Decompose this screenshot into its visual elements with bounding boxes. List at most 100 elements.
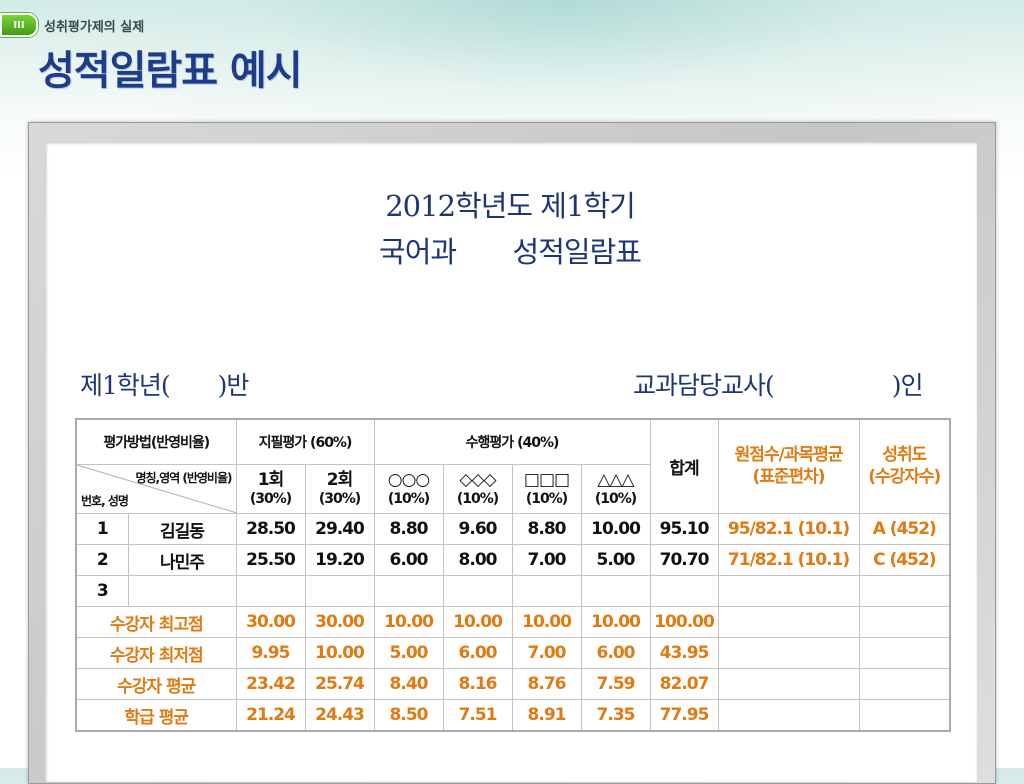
summary-value: 8.40 [373, 668, 444, 700]
empty-cell [717, 637, 860, 669]
achievement-header-l2: (수강자수) [868, 466, 941, 487]
summary-value: 6.00 [442, 637, 513, 669]
column-header-5: □□□ (10%) [511, 464, 582, 514]
achievement-header: 성취도 (수강자수) [858, 418, 951, 514]
student-name [127, 575, 237, 607]
score-cell [304, 575, 375, 607]
section-badge: III [0, 13, 38, 37]
summary-value: 6.00 [580, 637, 651, 669]
summary-value: 30.00 [235, 606, 306, 638]
summary-value: 8.76 [511, 668, 582, 700]
teacher-right: )인 [891, 371, 924, 400]
score-cell: 8.00 [442, 544, 513, 576]
column-name: ○○○ [387, 469, 431, 490]
diag-bottom-label: 번호, 성명 [81, 494, 129, 508]
empty-cell [717, 668, 860, 700]
header-row-1: 평가방법(반영비율) 지필평가 (60%) 수행평가 (40%) 합계 원점수/… [75, 418, 951, 514]
summary-row: 학급 평균 21.24 24.43 8.50 7.51 8.91 7.35 77.95 [75, 699, 951, 732]
summary-value: 77.95 [649, 699, 719, 732]
column-name: 1회 [257, 469, 284, 490]
score-cell: 5.00 [580, 544, 651, 576]
summary-value: 82.07 [649, 668, 719, 700]
column-ratio: (30%) [249, 490, 292, 507]
page-title: 성적일람표 예시 [38, 48, 303, 94]
report-name: 성적일람표 [512, 235, 642, 269]
written-header: 지필평가 (60%) [235, 418, 375, 465]
column-name: 2회 [326, 469, 353, 490]
summary-value: 7.35 [580, 699, 651, 732]
teacher-line: 교과담당교사( )인 [633, 366, 924, 402]
summary-value: 23.42 [235, 668, 306, 700]
summary-value: 9.95 [235, 637, 306, 669]
student-name: 나민주 [127, 544, 237, 576]
summary-value: 10.00 [511, 606, 582, 638]
score-cell: 28.50 [235, 513, 306, 545]
score-cell: 9.60 [442, 513, 513, 545]
section-label: 성취평가제의 실제 [44, 19, 145, 35]
column-ratio: (10%) [387, 490, 430, 507]
summary-value: 100.00 [649, 606, 719, 638]
column-ratio: (10%) [456, 490, 499, 507]
summary-value: 25.74 [304, 668, 375, 700]
column-header-4: ◇◇◇ (10%) [442, 464, 513, 514]
grade-class-left: 제1학년( [80, 371, 171, 400]
summary-value: 43.95 [649, 637, 719, 669]
raw-score-cell: 95/82.1 (10.1) [717, 513, 860, 545]
summary-value: 21.24 [235, 699, 306, 732]
summary-label: 수강자 최저점 [75, 637, 237, 669]
column-ratio: (30%) [318, 490, 361, 507]
diagonal-line [77, 465, 235, 513]
score-cell: 10.00 [580, 513, 651, 545]
score-cell: 25.50 [235, 544, 306, 576]
teacher-left: 교과담당교사( [633, 371, 775, 400]
summary-value: 10.00 [304, 637, 375, 669]
student-row: 1 김길동 28.50 29.40 8.80 9.60 8.80 10.00 95.10 95/8… [75, 513, 951, 545]
summary-row: 수강자 최저점 9.95 10.00 5.00 6.00 7.00 6.00 43.95 [75, 637, 951, 669]
score-cell: 7.00 [511, 544, 582, 576]
score-cell: 8.80 [511, 513, 582, 545]
student-name: 김길동 [127, 513, 237, 545]
raw-score-header: 원점수/과목평균 (표준편차) [717, 418, 860, 514]
raw-score-header-l1: 원점수/과목평균 [734, 445, 844, 466]
score-cell: 6.00 [373, 544, 444, 576]
total-cell [649, 575, 719, 607]
empty-cell [858, 668, 951, 700]
subject-name: 국어과 [379, 235, 457, 269]
grade-table: 평가방법(반영비율) 지필평가 (60%) 수행평가 (40%) 합계 원점수/… [75, 418, 952, 732]
header-row-2: 명칭,영역 (반영비율) 번호, 성명 1회 (30%) 2회 (30%) ○○○ (10… [75, 464, 950, 514]
score-cell [580, 575, 651, 607]
column-header-6: △△△ (10%) [580, 464, 651, 514]
total-cell: 95.10 [649, 513, 719, 545]
score-cell: 19.20 [304, 544, 375, 576]
summary-value: 24.43 [304, 699, 375, 732]
student-number: 2 [75, 544, 129, 576]
column-ratio: (10%) [594, 490, 637, 507]
summary-row: 수강자 최고점 30.00 30.00 10.00 10.00 10.00 10.00 100… [75, 606, 951, 638]
empty-cell [717, 606, 860, 638]
document-title-subject: 국어과 성적일람표 [0, 229, 1022, 271]
achievement-cell [858, 575, 951, 607]
summary-value: 8.16 [442, 668, 513, 700]
summary-value: 30.00 [304, 606, 375, 638]
column-header-1: 1회 (30%) [235, 464, 306, 514]
summary-value: 5.00 [373, 637, 444, 669]
raw-score-header-l2: (표준편차) [752, 466, 825, 487]
student-number: 1 [75, 513, 129, 545]
method-header: 평가방법(반영비율) [75, 418, 237, 465]
empty-cell [717, 699, 860, 732]
student-number: 3 [75, 575, 129, 607]
score-cell [442, 575, 513, 607]
summary-value: 8.50 [373, 699, 444, 732]
column-name: ◇◇◇ [459, 469, 496, 490]
document-title-term: 2012학년도 제1학기 [385, 189, 636, 223]
grade-class-right: )반 [217, 371, 250, 400]
summary-value: 10.00 [373, 606, 444, 638]
column-ratio: (10%) [525, 490, 568, 507]
diagonal-header-cell: 명칭,영역 (반영비율) 번호, 성명 [75, 464, 237, 514]
summary-label: 수강자 평균 [75, 668, 237, 700]
summary-value: 7.00 [511, 637, 582, 669]
empty-cell [858, 699, 951, 732]
score-cell [511, 575, 582, 607]
raw-score-cell [717, 575, 860, 607]
achievement-cell: A (452) [858, 513, 951, 545]
